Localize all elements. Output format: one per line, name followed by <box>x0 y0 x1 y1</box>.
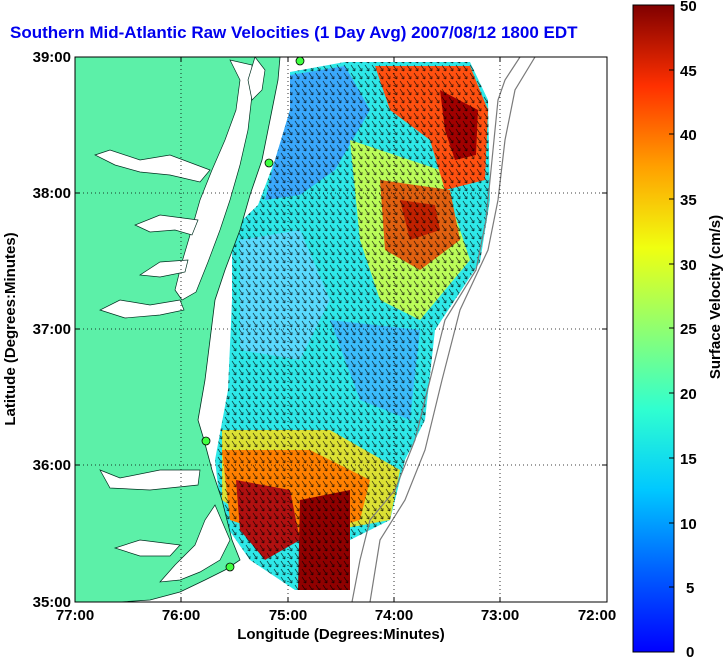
radar-site-3 <box>201 436 211 446</box>
rappahannock-river <box>134 214 199 236</box>
bay-water <box>94 57 266 583</box>
velocity-field <box>215 62 490 590</box>
colorbar-scale <box>632 4 675 653</box>
x-tick-labels: 77:00 76:00 75:00 74:00 73:00 72:00 <box>56 607 616 624</box>
bathymetry-contours <box>351 57 536 602</box>
x-tick-label: 73:00 <box>481 607 519 624</box>
york-river <box>138 259 189 278</box>
james-river <box>99 299 185 319</box>
radar-site-2 <box>264 158 274 168</box>
plot-area <box>75 57 607 602</box>
colorbar-tick-label: 45 <box>680 63 697 80</box>
delaware-bay <box>247 57 266 101</box>
contour-deep <box>369 57 536 602</box>
map-title: Southern Mid-Atlantic Raw Velocities (1 … <box>10 23 578 42</box>
contour-shelf-break <box>351 57 521 602</box>
colorbar-tick-label: 0 <box>686 644 694 659</box>
colorbar-tick-marks <box>669 4 674 653</box>
y-tick-label: 36:00 <box>33 457 71 474</box>
x-tick-label: 72:00 <box>578 607 616 624</box>
colorbar-tick-label: 35 <box>680 192 697 209</box>
pamlico-sound <box>159 504 231 583</box>
x-tick-label: 76:00 <box>162 607 200 624</box>
pamlico-river <box>113 539 181 557</box>
colorbar: 50 45 40 35 30 25 20 15 10 5 0 Surface V… <box>632 0 724 659</box>
radar-site-1 <box>295 57 305 66</box>
colorbar-label: Surface Velocity (cm/s) <box>707 215 724 379</box>
y-tick-label: 37:00 <box>33 321 71 338</box>
colorbar-tick-label: 10 <box>680 516 697 533</box>
colorbar-tick-labels: 50 45 40 35 30 25 20 15 10 5 0 <box>680 0 697 659</box>
radar-sites <box>201 57 305 572</box>
y-tick-label: 38:00 <box>33 185 71 202</box>
x-tick-label: 75:00 <box>269 607 307 624</box>
colorbar-tick-label: 25 <box>680 321 697 338</box>
colorbar-tick-label: 50 <box>680 0 697 15</box>
y-tick-label: 35:00 <box>33 594 71 611</box>
albemarle-sound <box>99 469 201 491</box>
radar-site-4 <box>225 562 235 572</box>
velocity-vectors <box>215 62 490 590</box>
colorbar-tick-label: 40 <box>680 127 697 144</box>
colorbar-tick-label: 15 <box>680 451 697 468</box>
y-tick-marks <box>75 192 607 466</box>
y-tick-label: 39:00 <box>33 49 71 66</box>
chesapeake-bay <box>174 59 253 301</box>
x-axis-label: Longitude (Degrees:Minutes) <box>237 626 445 643</box>
x-tick-label: 77:00 <box>56 607 94 624</box>
colorbar-tick-label: 5 <box>686 580 694 597</box>
y-axis-label: Latitude (Degrees:Minutes) <box>2 232 19 425</box>
colorbar-tick-label: 30 <box>680 257 697 274</box>
colorbar-tick-label: 20 <box>680 386 697 403</box>
gridlines <box>75 57 607 602</box>
x-tick-label: 74:00 <box>375 607 413 624</box>
y-tick-labels: 39:00 38:00 37:00 36:00 35:00 <box>33 49 71 611</box>
x-tick-marks <box>180 57 501 602</box>
